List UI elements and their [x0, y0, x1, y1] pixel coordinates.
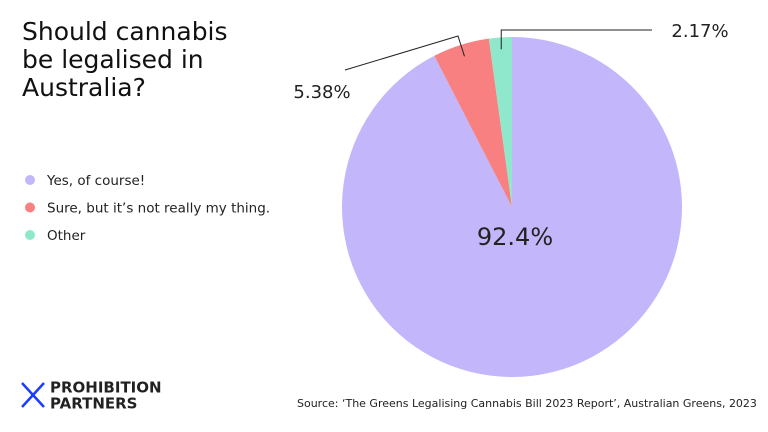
- value-label: 92.4%: [477, 223, 553, 251]
- chart-title: Should cannabis be legalised in Australi…: [22, 17, 228, 102]
- pie-slice: [342, 37, 683, 377]
- logo-text: PROHIBITION: [50, 379, 162, 397]
- legend-label: Yes, of course!: [46, 173, 145, 189]
- leader-line: [500, 29, 652, 50]
- legend-swatch: [25, 230, 35, 240]
- leader-line: [344, 35, 465, 71]
- legend-label: Sure, but it’s not really my thing.: [47, 201, 270, 217]
- legend-swatch: [25, 202, 35, 213]
- pie-slice: [488, 37, 512, 207]
- value-label: 2.17%: [671, 21, 728, 42]
- logo-icon: [21, 382, 45, 408]
- legend-label: Other: [47, 228, 86, 244]
- pie-slice: [434, 38, 512, 207]
- logo-text: PARTNERS: [50, 395, 138, 413]
- source: Source: ‘The Greens Legalising Cannabis …: [297, 397, 757, 410]
- value-label: 5.38%: [293, 82, 350, 103]
- legend-swatch: [25, 175, 35, 185]
